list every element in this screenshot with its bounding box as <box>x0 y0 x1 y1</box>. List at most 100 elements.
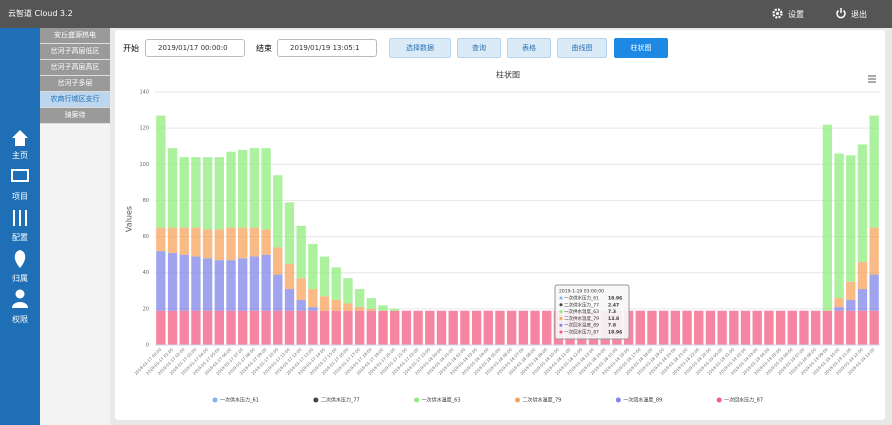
bar-segment <box>448 310 458 345</box>
bar-segment <box>214 310 224 345</box>
legend-label: 二次供水温度_79 <box>523 397 562 404</box>
bar-segment <box>869 310 879 345</box>
nav-item[interactable]: 主页 <box>12 151 28 160</box>
chart-title: 柱状图 <box>496 70 520 80</box>
y-tick-label: 20 <box>143 306 149 312</box>
bar-segment <box>261 310 271 345</box>
bar-segment <box>717 310 727 345</box>
bar-segment <box>752 310 762 345</box>
legend-label: 一次回水压力_87 <box>724 397 763 404</box>
bar-segment <box>226 310 236 345</box>
bar-segment <box>238 149 248 228</box>
power-icon <box>836 8 846 19</box>
bar-segment <box>191 310 201 345</box>
start-input[interactable]: 2019/01/17 00:00:0 <box>145 39 245 57</box>
bar-segment <box>390 308 400 311</box>
bar-segment <box>167 148 178 228</box>
submenu-item[interactable]: 岔河子高层高区 <box>40 60 110 76</box>
app-title: 云智道 Cloud 3.2 <box>8 9 73 18</box>
bar-segment <box>202 157 213 230</box>
bar-segment <box>857 310 868 345</box>
bar-segment <box>729 310 739 345</box>
bar-segment <box>296 310 306 345</box>
bar-segment <box>705 310 716 345</box>
legend-marker <box>716 397 722 403</box>
bar-segment <box>226 151 236 228</box>
tooltip-value: 2.47 <box>608 302 619 308</box>
tooltip-name: 二次供水压力_77 <box>564 301 599 308</box>
menu-icon[interactable] <box>868 75 876 83</box>
bar-segment <box>179 310 189 345</box>
bar-chart-button[interactable]: 柱状图 <box>614 38 668 58</box>
bar-segment <box>366 308 377 311</box>
bar-segment <box>249 310 260 345</box>
tooltip-marker <box>559 316 563 320</box>
bar-segment <box>413 310 423 345</box>
table-button[interactable]: 表格 <box>507 38 551 58</box>
tooltip-value: 7.8 <box>608 323 616 329</box>
line-chart-button[interactable]: 曲线图 <box>557 38 607 58</box>
query-button[interactable]: 查询 <box>457 38 501 58</box>
bar-segment <box>764 310 774 345</box>
bar-segment <box>471 310 482 345</box>
bar-segment <box>647 310 657 345</box>
bar-segment <box>635 310 645 345</box>
bar-segment <box>167 227 178 253</box>
submenu-item[interactable]: 农商行城区支行 <box>40 92 110 108</box>
bar-segment <box>249 227 260 257</box>
bar-segment <box>343 310 353 345</box>
select-data-button[interactable]: 选择数据 <box>389 38 451 58</box>
end-label: 结束 <box>256 44 272 53</box>
nav-item[interactable]: 归属 <box>12 274 28 283</box>
bar-segment <box>214 157 224 230</box>
bar-segment <box>261 148 271 230</box>
bar-segment <box>354 310 365 345</box>
legend-label: 一次供水温度_63 <box>422 397 461 404</box>
y-tick-label: 0 <box>146 343 149 349</box>
nav-item[interactable]: 配置 <box>12 233 28 242</box>
bar-segment <box>284 263 295 290</box>
logout-link[interactable]: 退出 <box>851 10 867 19</box>
y-tick-label: 100 <box>139 162 149 168</box>
submenu-item[interactable]: 岔河子高层低区 <box>40 44 110 60</box>
submenu-item[interactable]: 骑案待 <box>40 108 110 124</box>
bar-segment <box>343 303 353 311</box>
submenu-item[interactable]: 安丘盛源热电 <box>40 28 110 44</box>
bar-segment <box>857 289 868 311</box>
bar-segment <box>694 310 704 345</box>
tooltip-marker <box>559 330 563 334</box>
tooltip-marker <box>559 296 563 300</box>
legend-marker <box>615 397 621 403</box>
bar-segment <box>214 229 224 261</box>
bar-segment <box>156 227 166 252</box>
nav-item[interactable]: 权限 <box>12 315 28 324</box>
tooltip-marker <box>559 303 563 307</box>
legend-marker <box>212 397 218 403</box>
header: 云智道 Cloud 3.2 设置 退出 <box>0 0 892 28</box>
bar-segment <box>869 115 879 228</box>
bar-segment <box>226 227 236 261</box>
bar-segment <box>191 227 201 257</box>
nav-item[interactable]: 项目 <box>12 192 28 201</box>
legend-label: 一次回水温度_89 <box>623 397 662 404</box>
tooltip-name: 一次回水压力_87 <box>564 329 599 336</box>
submenu-item[interactable]: 岔河子多层 <box>40 76 110 92</box>
end-input[interactable]: 2019/01/19 13:05:1 <box>277 39 377 57</box>
y-axis-label: Values <box>125 206 134 232</box>
bar-segment <box>284 289 295 311</box>
bar-segment <box>787 310 797 345</box>
bar-segment <box>799 310 809 345</box>
bar-segment <box>261 254 271 311</box>
bar-segment <box>834 153 844 299</box>
bar-segment <box>857 261 868 290</box>
bar-segment <box>202 258 213 311</box>
bar-segment <box>834 310 844 345</box>
bar-segment <box>518 310 529 345</box>
tooltip-value: 13.8 <box>608 316 619 322</box>
bar-segment <box>156 310 166 345</box>
bar-segment <box>284 310 295 345</box>
bar-segment <box>354 289 365 308</box>
settings-link[interactable]: 设置 <box>788 10 804 19</box>
